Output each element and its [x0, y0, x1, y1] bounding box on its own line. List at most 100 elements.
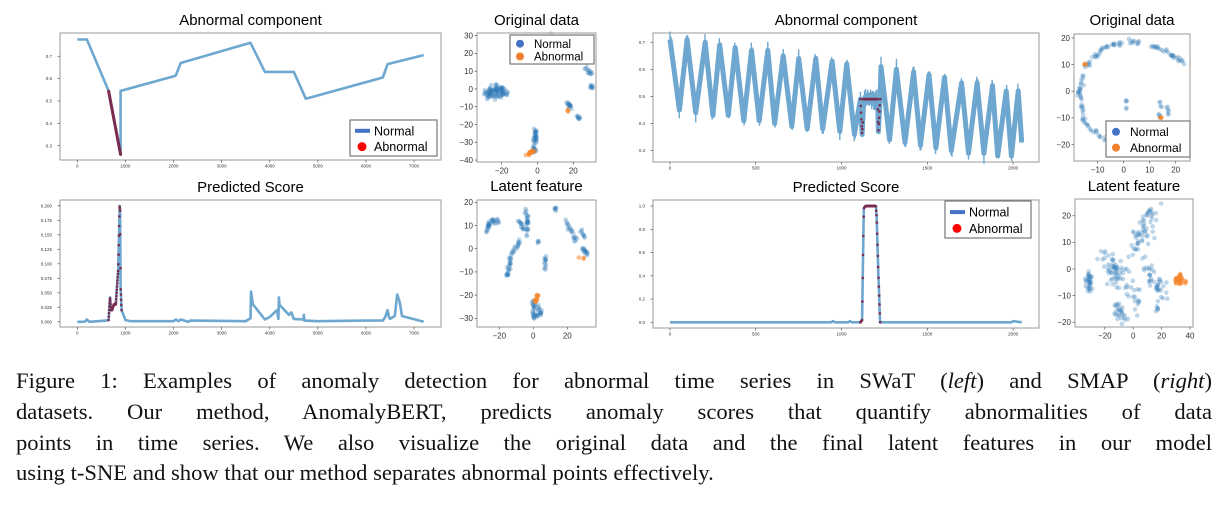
normal-point: [525, 218, 530, 224]
normal-point: [1083, 120, 1088, 126]
abnormal-point: [109, 302, 112, 306]
normal-point: [485, 94, 491, 99]
normal-point: [486, 86, 492, 92]
normal-point: [1158, 104, 1164, 109]
plot-frame: [1074, 198, 1194, 328]
normal-point: [566, 102, 572, 107]
normal-point: [1080, 117, 1086, 122]
normal-point: [515, 218, 521, 224]
normal-point: [1116, 273, 1121, 279]
normal-point: [586, 67, 592, 73]
normal-point: [1136, 300, 1142, 305]
normal-point: [568, 103, 573, 109]
x-tick-label: 1000: [837, 332, 848, 337]
normal-point: [1155, 298, 1161, 304]
normal-point: [490, 218, 496, 224]
normal-point: [1180, 58, 1185, 63]
normal-point: [485, 89, 491, 94]
normal-point: [1165, 108, 1171, 113]
normal-point: [1112, 274, 1118, 279]
normal-point: [1129, 40, 1135, 46]
normal-point: [535, 240, 540, 246]
normal-point: [543, 264, 548, 270]
normal-point: [579, 246, 585, 252]
abnormal-point: [118, 232, 122, 236]
abnormal-point: [118, 215, 121, 218]
normal-point: [1078, 95, 1084, 101]
normal-point: [1151, 279, 1157, 285]
normal-point: [543, 258, 549, 263]
normal-point: [1085, 274, 1091, 279]
normal-point: [1087, 277, 1092, 282]
normal-point: [1123, 98, 1129, 103]
normal-point: [530, 309, 535, 315]
normal-point: [481, 91, 487, 97]
normal-point: [1109, 270, 1114, 275]
y-tick-label: 0.4: [46, 121, 53, 126]
normal-point: [1078, 80, 1084, 86]
normal-point: [584, 251, 590, 257]
x-tick-label: −20: [1098, 331, 1112, 340]
normal-point: [1154, 285, 1159, 291]
normal-point: [1117, 309, 1123, 315]
normal-point: [567, 103, 572, 108]
x-tick-label: 3000: [217, 164, 228, 169]
y-tick-label: 30: [464, 31, 473, 40]
normal-point: [582, 248, 588, 254]
y-tick-label: 10: [464, 221, 473, 230]
normal-point: [580, 245, 585, 251]
normal-point: [1135, 241, 1141, 247]
normal-point: [507, 260, 513, 266]
normal-point: [1083, 283, 1088, 289]
normal-point: [580, 248, 586, 253]
normal-point: [582, 235, 587, 240]
normal-point: [511, 249, 517, 255]
abnormal-point: [876, 265, 880, 269]
normal-point: [1129, 38, 1134, 44]
normal-point: [1119, 308, 1124, 314]
normal-point: [1155, 305, 1161, 311]
abnormal-point: [1082, 61, 1088, 67]
normal-point: [507, 255, 512, 261]
normal-point: [532, 131, 537, 137]
normal-point: [532, 128, 538, 133]
caption-line-1: Figure 1: Examples of anomaly detection …: [16, 366, 1212, 397]
normal-point: [525, 226, 531, 232]
normal-point: [1165, 296, 1170, 302]
normal-point: [1115, 303, 1121, 308]
normal-point: [486, 92, 491, 98]
normal-point: [583, 250, 588, 256]
normal-point: [534, 139, 539, 144]
normal-point: [1146, 265, 1151, 271]
normal-point: [498, 86, 503, 92]
caption-line-4: using t-SNE and show that our method sep…: [16, 460, 714, 486]
normal-point: [1077, 86, 1083, 92]
x-tick-label: 4000: [265, 164, 276, 169]
normal-point: [1124, 105, 1129, 111]
normal-point: [504, 272, 510, 278]
normal-point: [488, 221, 493, 227]
normal-point: [589, 85, 595, 91]
normal-point: [1131, 287, 1137, 293]
normal-point: [523, 227, 528, 232]
normal-point: [1086, 271, 1091, 277]
abnormal-point: [117, 253, 120, 257]
normal-point: [498, 91, 504, 96]
normal-point: [1082, 116, 1088, 122]
abnormal-point: [120, 308, 123, 312]
normal-point: [1131, 246, 1136, 251]
legend-abnormal-label: Abnormal: [1130, 141, 1181, 155]
normal-point: [1152, 235, 1157, 241]
normal-point: [495, 92, 500, 98]
normal-point: [532, 129, 538, 135]
normal-point: [1156, 286, 1162, 292]
normal-point: [1095, 256, 1100, 262]
normal-point: [1105, 281, 1110, 287]
normal-point: [534, 314, 540, 320]
normal-point: [1076, 90, 1081, 96]
normal-point: [1080, 117, 1085, 123]
normal-point: [491, 88, 496, 93]
normal-point: [563, 217, 568, 222]
abnormal-point: [861, 300, 864, 303]
